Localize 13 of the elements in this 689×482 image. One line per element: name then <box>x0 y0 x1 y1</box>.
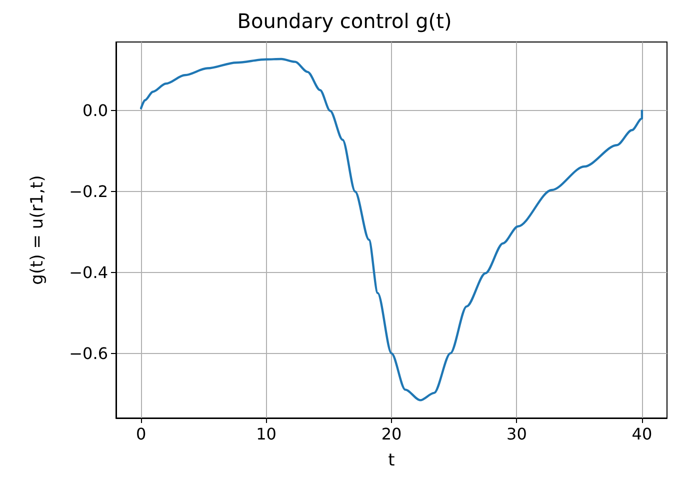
x-tick-label: 0 <box>136 424 146 444</box>
y-tick-label: 0.0 <box>82 101 108 120</box>
line-series <box>140 58 644 402</box>
x-tick-label: 10 <box>256 424 276 444</box>
x-tick-label: 40 <box>632 424 652 444</box>
y-axis-title: g(t) = u(r1,t) <box>28 175 48 285</box>
x-axis-title: t <box>388 450 396 470</box>
y-tick-label: −0.4 <box>69 262 108 282</box>
chart-title: Boundary control g(t) <box>237 9 452 33</box>
x-tick-label: 20 <box>381 424 402 444</box>
y-tick-label: −0.6 <box>69 344 108 363</box>
x-tick-label: 30 <box>506 424 527 444</box>
y-tick-label: −0.2 <box>69 182 108 202</box>
